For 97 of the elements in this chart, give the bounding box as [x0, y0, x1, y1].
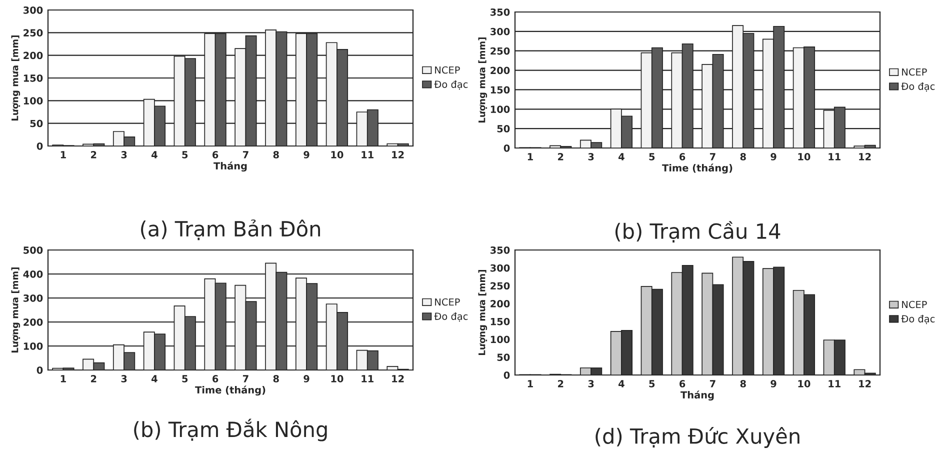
x-tick-label: 12: [392, 151, 404, 158]
y-tick-label: 0: [504, 144, 510, 152]
x-tick-label: 3: [121, 151, 127, 158]
x-tick-label: 5: [182, 375, 188, 382]
x-tick-label: 11: [828, 153, 840, 160]
x-tick-label: 4: [618, 153, 624, 160]
x-tick-label: 8: [740, 380, 746, 388]
x-tick-label: 1: [60, 151, 66, 158]
x-tick-label: 2: [558, 380, 564, 388]
y-tick-label: 250: [490, 282, 510, 290]
x-tick-label: 4: [152, 151, 158, 158]
text: (a) Trạm Bản Đôn: [141, 219, 320, 240]
y-tick-label: 100: [490, 336, 510, 344]
y-tick-label: 200: [490, 300, 510, 308]
legend-label: NCEP: [902, 300, 927, 308]
y-tick-label: 0: [36, 366, 43, 374]
x-tick-label: 7: [242, 375, 248, 382]
x-tick-label: 8: [273, 375, 279, 382]
y-tick-label: 150: [490, 318, 510, 326]
legend-label: Đo đạc: [901, 314, 935, 324]
x-tick-label: 10: [331, 375, 344, 382]
legend-label: NCEP: [435, 298, 460, 306]
y-axis-title: Lượng mưa [mm]: [11, 268, 20, 352]
x-tick-label: 7: [242, 151, 248, 158]
x-tick-label: 3: [588, 380, 594, 388]
x-axis-title: Tháng: [214, 162, 247, 172]
legend-label: NCEP: [435, 66, 460, 74]
x-tick-label: 7: [710, 380, 716, 388]
x-tick-label: 1: [528, 380, 533, 388]
x-tick-label: 10: [798, 153, 810, 160]
y-tick-label: 300: [23, 6, 43, 14]
text: (b) Trạm Cầu 14: [615, 221, 780, 243]
y-tick-label: 100: [24, 97, 43, 104]
x-tick-label: 9: [770, 380, 776, 388]
y-axis-title: Lượng mưa [mm]: [478, 38, 488, 122]
x-tick-label: 3: [588, 153, 594, 160]
x-axis-title: Tháng: [680, 390, 714, 401]
x-tick-label: 3: [121, 375, 127, 382]
x-tick-label: 4: [618, 380, 624, 388]
text: (d) Trạm Đức Xuyên: [596, 427, 800, 448]
y-tick-label: 350: [490, 8, 510, 16]
x-tick-label: 9: [304, 375, 310, 382]
y-tick-label: 350: [490, 246, 510, 254]
x-tick-label: 11: [828, 380, 840, 388]
y-tick-label: 400: [23, 270, 43, 278]
x-tick-label: 6: [680, 380, 686, 388]
legend-label: NCEP: [902, 68, 927, 76]
y-tick-label: 50: [30, 120, 43, 128]
y-tick-label: 100: [490, 106, 510, 113]
x-tick-label: 12: [859, 153, 871, 160]
x-tick-label: 8: [273, 151, 279, 158]
y-tick-label: 300: [23, 294, 43, 302]
y-tick-label: 0: [36, 142, 43, 150]
y-tick-label: 300: [490, 264, 510, 272]
y-axis-title: Lượng mưa [mm]: [11, 36, 20, 120]
x-axis-title: Time (tháng): [662, 164, 732, 174]
legend-label: Đo đạc: [434, 312, 468, 322]
x-tick-label: 4: [152, 375, 158, 382]
x-tick-label: 10: [798, 380, 810, 388]
y-tick-label: 150: [490, 86, 510, 94]
x-tick-label: 9: [770, 153, 776, 160]
y-tick-label: 250: [490, 47, 510, 55]
y-tick-label: 100: [24, 342, 43, 350]
y-tick-label: 0: [504, 371, 510, 379]
y-tick-label: 50: [497, 125, 510, 132]
x-tick-label: 6: [212, 375, 218, 382]
x-tick-label: 2: [558, 153, 564, 160]
x-tick-label: 5: [649, 153, 655, 160]
x-tick-label: 9: [304, 151, 310, 158]
y-tick-label: 300: [490, 28, 510, 36]
legend-label: Đo đạc: [901, 82, 935, 92]
text: (b) Trạm Đắk Nông: [134, 418, 327, 442]
x-tick-label: 6: [680, 153, 686, 160]
x-tick-label: 5: [649, 380, 655, 388]
y-axis-title: Lượng mưa [mm]: [478, 270, 488, 355]
y-tick-label: 250: [24, 29, 43, 36]
x-tick-label: 12: [859, 380, 871, 388]
x-tick-label: 11: [362, 375, 374, 382]
x-tick-label: 8: [740, 153, 746, 160]
y-tick-label: 150: [24, 74, 43, 82]
x-axis-title: Time (tháng): [195, 386, 266, 396]
y-tick-label: 200: [24, 52, 43, 60]
x-tick-label: 10: [331, 151, 344, 158]
x-tick-label: 6: [212, 151, 218, 158]
x-tick-label: 7: [710, 153, 716, 160]
x-tick-label: 2: [91, 151, 96, 158]
x-tick-label: 5: [182, 151, 188, 158]
x-tick-label: 12: [392, 375, 404, 382]
x-tick-label: 1: [528, 153, 533, 160]
x-tick-label: 2: [91, 375, 96, 382]
legend-label: Đo đạc: [434, 80, 468, 90]
x-tick-label: 11: [362, 151, 374, 158]
y-tick-label: 200: [490, 66, 510, 74]
y-tick-label: 500: [24, 246, 43, 254]
y-tick-label: 50: [497, 354, 510, 361]
y-tick-label: 200: [24, 318, 43, 326]
x-tick-label: 1: [60, 375, 66, 382]
